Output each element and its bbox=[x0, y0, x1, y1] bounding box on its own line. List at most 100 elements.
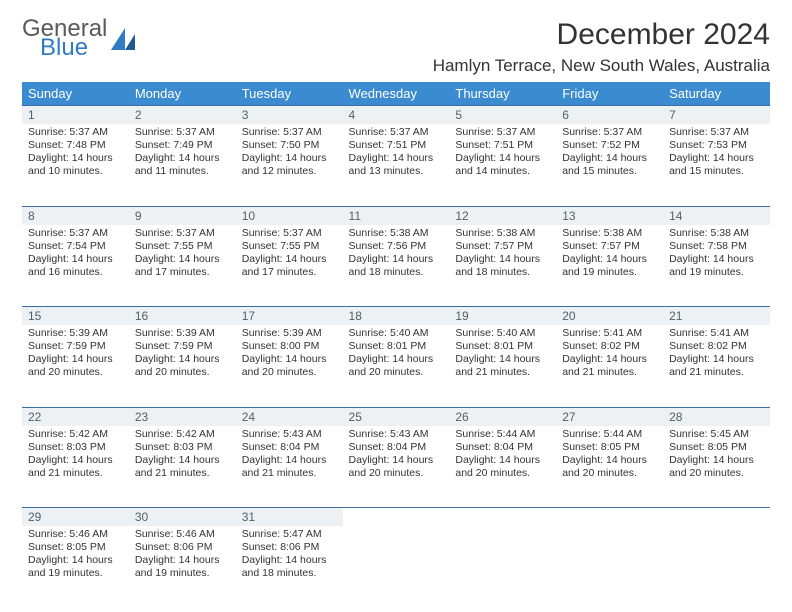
day-header-row: Sunday Monday Tuesday Wednesday Thursday… bbox=[22, 82, 770, 106]
daylight-line: Daylight: 14 hours and 16 minutes. bbox=[28, 253, 123, 279]
sunset-line: Sunset: 7:50 PM bbox=[242, 139, 337, 152]
daylight-line: Daylight: 14 hours and 19 minutes. bbox=[669, 253, 764, 279]
sunset-line: Sunset: 7:57 PM bbox=[562, 240, 657, 253]
sunrise-line: Sunrise: 5:39 AM bbox=[135, 327, 230, 340]
sunset-line: Sunset: 8:02 PM bbox=[669, 340, 764, 353]
header: General Blue December 2024 Hamlyn Terrac… bbox=[22, 18, 770, 76]
brand-mark-icon bbox=[111, 28, 139, 50]
day-cell: Sunrise: 5:42 AMSunset: 8:03 PMDaylight:… bbox=[22, 426, 129, 508]
day-number: 22 bbox=[22, 407, 129, 426]
day-number: 27 bbox=[556, 407, 663, 426]
day-number: 29 bbox=[22, 508, 129, 527]
sunset-line: Sunset: 7:52 PM bbox=[562, 139, 657, 152]
sunrise-line: Sunrise: 5:37 AM bbox=[242, 227, 337, 240]
sunrise-line: Sunrise: 5:37 AM bbox=[28, 126, 123, 139]
daynum-row: 293031 bbox=[22, 508, 770, 527]
daylight-line: Daylight: 14 hours and 12 minutes. bbox=[242, 152, 337, 178]
week-row: Sunrise: 5:37 AMSunset: 7:48 PMDaylight:… bbox=[22, 124, 770, 206]
sunrise-line: Sunrise: 5:45 AM bbox=[669, 428, 764, 441]
day-cell: Sunrise: 5:46 AMSunset: 8:06 PMDaylight:… bbox=[129, 526, 236, 608]
day-header: Sunday bbox=[22, 82, 129, 106]
sunset-line: Sunset: 7:57 PM bbox=[455, 240, 550, 253]
sunset-line: Sunset: 7:51 PM bbox=[455, 139, 550, 152]
day-number: 21 bbox=[663, 307, 770, 326]
sunrise-line: Sunrise: 5:43 AM bbox=[242, 428, 337, 441]
day-header: Monday bbox=[129, 82, 236, 106]
daylight-line: Daylight: 14 hours and 21 minutes. bbox=[669, 353, 764, 379]
daylight-line: Daylight: 14 hours and 20 minutes. bbox=[669, 454, 764, 480]
day-number: 31 bbox=[236, 508, 343, 527]
day-number: 30 bbox=[129, 508, 236, 527]
day-cell: Sunrise: 5:37 AMSunset: 7:49 PMDaylight:… bbox=[129, 124, 236, 206]
daylight-line: Daylight: 14 hours and 20 minutes. bbox=[242, 353, 337, 379]
sunrise-line: Sunrise: 5:37 AM bbox=[669, 126, 764, 139]
sunrise-line: Sunrise: 5:44 AM bbox=[562, 428, 657, 441]
daylight-line: Daylight: 14 hours and 13 minutes. bbox=[349, 152, 444, 178]
daynum-row: 1234567 bbox=[22, 106, 770, 125]
daylight-line: Daylight: 14 hours and 21 minutes. bbox=[562, 353, 657, 379]
sunrise-line: Sunrise: 5:43 AM bbox=[349, 428, 444, 441]
day-cell bbox=[556, 526, 663, 608]
daylight-line: Daylight: 14 hours and 15 minutes. bbox=[669, 152, 764, 178]
sunrise-line: Sunrise: 5:42 AM bbox=[28, 428, 123, 441]
daylight-line: Daylight: 14 hours and 21 minutes. bbox=[242, 454, 337, 480]
day-cell: Sunrise: 5:39 AMSunset: 7:59 PMDaylight:… bbox=[129, 325, 236, 407]
month-title: December 2024 bbox=[433, 18, 770, 52]
day-cell: Sunrise: 5:43 AMSunset: 8:04 PMDaylight:… bbox=[236, 426, 343, 508]
day-cell: Sunrise: 5:44 AMSunset: 8:05 PMDaylight:… bbox=[556, 426, 663, 508]
day-number: 19 bbox=[449, 307, 556, 326]
day-number bbox=[663, 508, 770, 527]
week-row: Sunrise: 5:46 AMSunset: 8:05 PMDaylight:… bbox=[22, 526, 770, 608]
daylight-line: Daylight: 14 hours and 21 minutes. bbox=[135, 454, 230, 480]
sunset-line: Sunset: 7:59 PM bbox=[28, 340, 123, 353]
day-number: 20 bbox=[556, 307, 663, 326]
sunrise-line: Sunrise: 5:38 AM bbox=[349, 227, 444, 240]
sunset-line: Sunset: 7:55 PM bbox=[242, 240, 337, 253]
day-number: 12 bbox=[449, 206, 556, 225]
day-number: 18 bbox=[343, 307, 450, 326]
day-cell: Sunrise: 5:37 AMSunset: 7:48 PMDaylight:… bbox=[22, 124, 129, 206]
brand-text: General Blue bbox=[22, 18, 107, 60]
sunset-line: Sunset: 8:04 PM bbox=[242, 441, 337, 454]
daylight-line: Daylight: 14 hours and 19 minutes. bbox=[135, 554, 230, 580]
day-number: 17 bbox=[236, 307, 343, 326]
day-cell: Sunrise: 5:40 AMSunset: 8:01 PMDaylight:… bbox=[343, 325, 450, 407]
sunset-line: Sunset: 8:05 PM bbox=[562, 441, 657, 454]
daylight-line: Daylight: 14 hours and 18 minutes. bbox=[242, 554, 337, 580]
daynum-row: 15161718192021 bbox=[22, 307, 770, 326]
day-cell: Sunrise: 5:37 AMSunset: 7:55 PMDaylight:… bbox=[236, 225, 343, 307]
daynum-row: 22232425262728 bbox=[22, 407, 770, 426]
day-header: Wednesday bbox=[343, 82, 450, 106]
daylight-line: Daylight: 14 hours and 20 minutes. bbox=[135, 353, 230, 379]
day-cell: Sunrise: 5:40 AMSunset: 8:01 PMDaylight:… bbox=[449, 325, 556, 407]
day-cell: Sunrise: 5:37 AMSunset: 7:52 PMDaylight:… bbox=[556, 124, 663, 206]
brand-logo: General Blue bbox=[22, 18, 139, 60]
daylight-line: Daylight: 14 hours and 19 minutes. bbox=[28, 554, 123, 580]
day-header: Friday bbox=[556, 82, 663, 106]
day-number bbox=[343, 508, 450, 527]
sunset-line: Sunset: 8:04 PM bbox=[349, 441, 444, 454]
day-cell bbox=[663, 526, 770, 608]
daylight-line: Daylight: 14 hours and 21 minutes. bbox=[455, 353, 550, 379]
sunrise-line: Sunrise: 5:38 AM bbox=[455, 227, 550, 240]
sunset-line: Sunset: 7:51 PM bbox=[349, 139, 444, 152]
sunset-line: Sunset: 8:06 PM bbox=[242, 541, 337, 554]
daylight-line: Daylight: 14 hours and 19 minutes. bbox=[562, 253, 657, 279]
sunset-line: Sunset: 8:02 PM bbox=[562, 340, 657, 353]
sunset-line: Sunset: 8:05 PM bbox=[669, 441, 764, 454]
day-cell: Sunrise: 5:37 AMSunset: 7:54 PMDaylight:… bbox=[22, 225, 129, 307]
sunrise-line: Sunrise: 5:37 AM bbox=[349, 126, 444, 139]
calendar-table: Sunday Monday Tuesday Wednesday Thursday… bbox=[22, 82, 770, 608]
week-row: Sunrise: 5:42 AMSunset: 8:03 PMDaylight:… bbox=[22, 426, 770, 508]
day-cell: Sunrise: 5:42 AMSunset: 8:03 PMDaylight:… bbox=[129, 426, 236, 508]
day-cell: Sunrise: 5:44 AMSunset: 8:04 PMDaylight:… bbox=[449, 426, 556, 508]
sunset-line: Sunset: 8:04 PM bbox=[455, 441, 550, 454]
day-number: 7 bbox=[663, 106, 770, 125]
day-cell: Sunrise: 5:37 AMSunset: 7:50 PMDaylight:… bbox=[236, 124, 343, 206]
sunset-line: Sunset: 7:49 PM bbox=[135, 139, 230, 152]
sunset-line: Sunset: 8:06 PM bbox=[135, 541, 230, 554]
day-number: 15 bbox=[22, 307, 129, 326]
day-cell: Sunrise: 5:41 AMSunset: 8:02 PMDaylight:… bbox=[663, 325, 770, 407]
sunset-line: Sunset: 7:54 PM bbox=[28, 240, 123, 253]
day-cell: Sunrise: 5:39 AMSunset: 8:00 PMDaylight:… bbox=[236, 325, 343, 407]
